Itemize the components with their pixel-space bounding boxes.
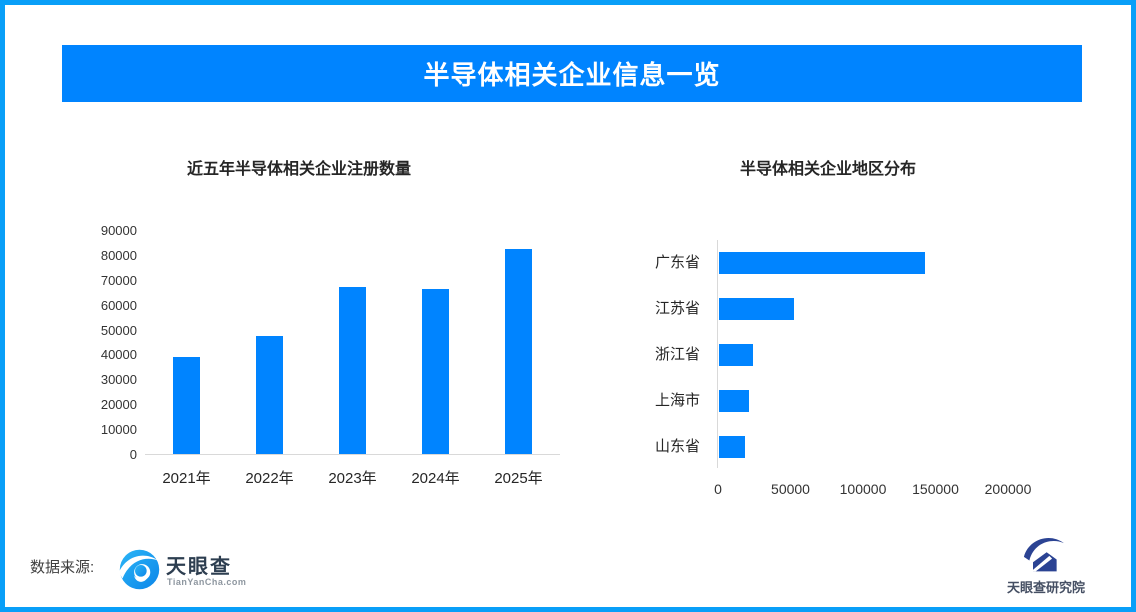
left-chart-title: 近五年半导体相关企业注册数量 [187, 161, 412, 178]
bar-2025年 [505, 248, 532, 454]
bar-江苏省 [719, 298, 795, 320]
research-institute-logo-icon [1023, 538, 1064, 572]
category-label: 上海市 [654, 392, 700, 409]
x-tick-label: 50000 [771, 481, 810, 497]
header-banner: 半导体相关企业信息一览 [62, 45, 1082, 102]
bar-山东省 [719, 436, 746, 458]
y-tick-label: 10000 [100, 422, 137, 438]
research-institute-wordmark: 天眼查研究院 [1006, 580, 1085, 595]
x-category-label: 2022年 [245, 470, 294, 487]
category-label: 江苏省 [654, 300, 700, 317]
tianyancha-wordmark: 天眼查 [166, 556, 232, 578]
y-tick-label: 30000 [100, 372, 137, 388]
x-category-label: 2024年 [411, 470, 460, 487]
bar-上海市 [719, 390, 750, 412]
x-tick-label: 100000 [839, 481, 887, 497]
data-source-label: 数据来源: [30, 559, 95, 576]
category-label: 山东省 [654, 438, 700, 455]
x-tick-label: 200000 [984, 481, 1032, 497]
x-category-label: 2021年 [162, 470, 211, 487]
y-tick-label: 80000 [100, 247, 137, 263]
bar-2023年 [339, 287, 366, 454]
right-chart-title: 半导体相关企业地区分布 [740, 161, 917, 178]
left-chart-y-axis: 0 10000 20000 30000 40000 50000 60000 70000 8000… [65, 223, 137, 462]
x-tick-label: 0 [714, 481, 722, 497]
bar-广东省 [719, 252, 925, 274]
bar-2021年 [173, 356, 200, 454]
x-category-label: 2023年 [328, 470, 377, 487]
bar-浙江省 [719, 344, 754, 366]
y-tick-label: 50000 [100, 322, 137, 338]
category-label: 浙江省 [654, 346, 700, 363]
tianyancha-eye-logo-icon [118, 549, 160, 590]
y-tick-label: 0 [129, 447, 137, 462]
y-tick-label: 40000 [100, 347, 137, 363]
right-chart-plot: 广东省江苏省浙江省上海市山东省 0 50000 100000 150000 200000 [655, 240, 1065, 497]
tianyancha-domain-text: TianYanCha.com [167, 577, 247, 587]
bar-2024年 [422, 288, 449, 454]
y-tick-label: 90000 [100, 223, 137, 238]
page-title: 半导体相关企业信息一览 [423, 60, 721, 90]
x-category-label: 2025年 [494, 470, 543, 487]
x-tick-label: 150000 [912, 481, 959, 497]
y-tick-label: 60000 [100, 297, 137, 313]
y-tick-label: 20000 [100, 397, 137, 413]
left-chart-plot: 2021年 2022年 2023年 2024年 2025年 [145, 231, 560, 487]
category-label: 广东省 [654, 254, 700, 271]
bar-2022年 [256, 335, 283, 454]
y-tick-label: 70000 [100, 272, 137, 288]
